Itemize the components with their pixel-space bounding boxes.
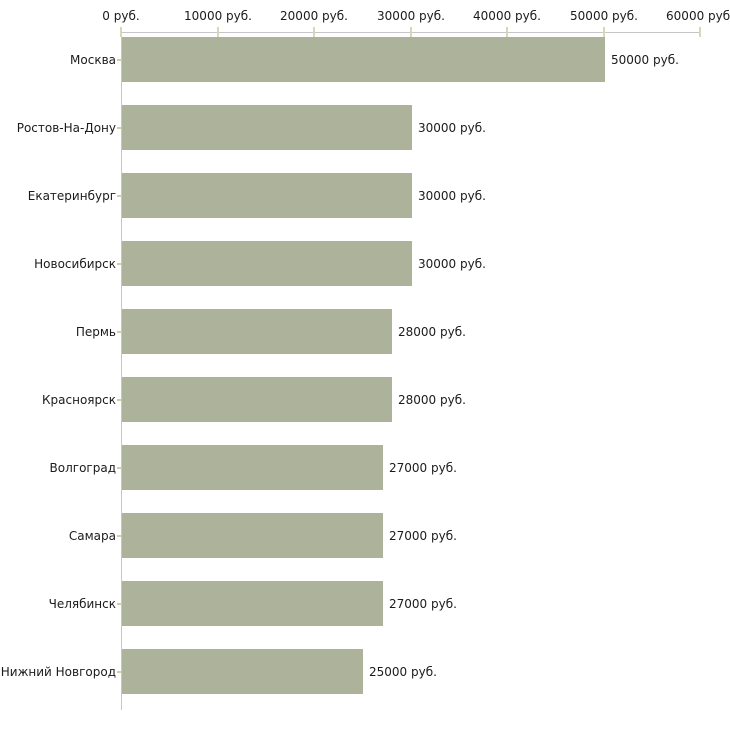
x-tick-mark <box>410 27 412 37</box>
category-label: Новосибирск <box>34 257 116 271</box>
bar <box>122 241 412 286</box>
bar <box>122 445 383 490</box>
x-tick-mark <box>120 27 122 37</box>
x-tick-label: 50000 руб. <box>570 9 638 23</box>
category-label: Красноярск <box>42 393 116 407</box>
bar <box>122 105 412 150</box>
category-tick-mark <box>117 263 121 265</box>
category-label: Нижний Новгород <box>0 665 116 679</box>
x-tick-label: 20000 руб. <box>280 9 348 23</box>
y-axis-line <box>121 32 122 710</box>
category-tick-mark <box>117 127 121 129</box>
value-label: 30000 руб. <box>418 189 486 203</box>
category-label: Пермь <box>75 325 116 339</box>
bar <box>122 513 383 558</box>
category-label: Волгоград <box>49 461 116 475</box>
category-label: Самара <box>68 529 116 543</box>
value-label: 27000 руб. <box>389 597 457 611</box>
category-tick-mark <box>117 467 121 469</box>
bar <box>122 37 605 82</box>
category-tick-mark <box>117 535 121 537</box>
category-label: Челябинск <box>48 597 116 611</box>
bar <box>122 581 383 626</box>
bar <box>122 309 392 354</box>
x-tick-mark <box>506 27 508 37</box>
x-tick-label: 10000 руб. <box>184 9 252 23</box>
value-label: 28000 руб. <box>398 325 466 339</box>
category-tick-mark <box>117 603 121 605</box>
value-label: 28000 руб. <box>398 393 466 407</box>
category-tick-mark <box>117 59 121 61</box>
x-tick-mark <box>603 27 605 37</box>
value-label: 27000 руб. <box>389 529 457 543</box>
value-label: 50000 руб. <box>611 53 679 67</box>
value-label: 30000 руб. <box>418 121 486 135</box>
bar <box>122 649 363 694</box>
category-tick-mark <box>117 331 121 333</box>
category-label: Москва <box>70 53 116 67</box>
x-tick-label: 60000 руб. <box>666 9 730 23</box>
x-tick-label: 30000 руб. <box>377 9 445 23</box>
x-tick-label: 40000 руб. <box>473 9 541 23</box>
x-tick-label: 0 руб. <box>102 9 140 23</box>
category-tick-mark <box>117 195 121 197</box>
value-label: 27000 руб. <box>389 461 457 475</box>
bar <box>122 377 392 422</box>
category-tick-mark <box>117 399 121 401</box>
x-tick-mark <box>313 27 315 37</box>
value-label: 25000 руб. <box>369 665 437 679</box>
x-tick-mark <box>699 27 701 37</box>
category-tick-mark <box>117 671 121 673</box>
category-label: Ростов-На-Дону <box>16 121 116 135</box>
bar <box>122 173 412 218</box>
category-label: Екатеринбург <box>27 189 116 203</box>
x-tick-mark <box>217 27 219 37</box>
value-label: 30000 руб. <box>418 257 486 271</box>
